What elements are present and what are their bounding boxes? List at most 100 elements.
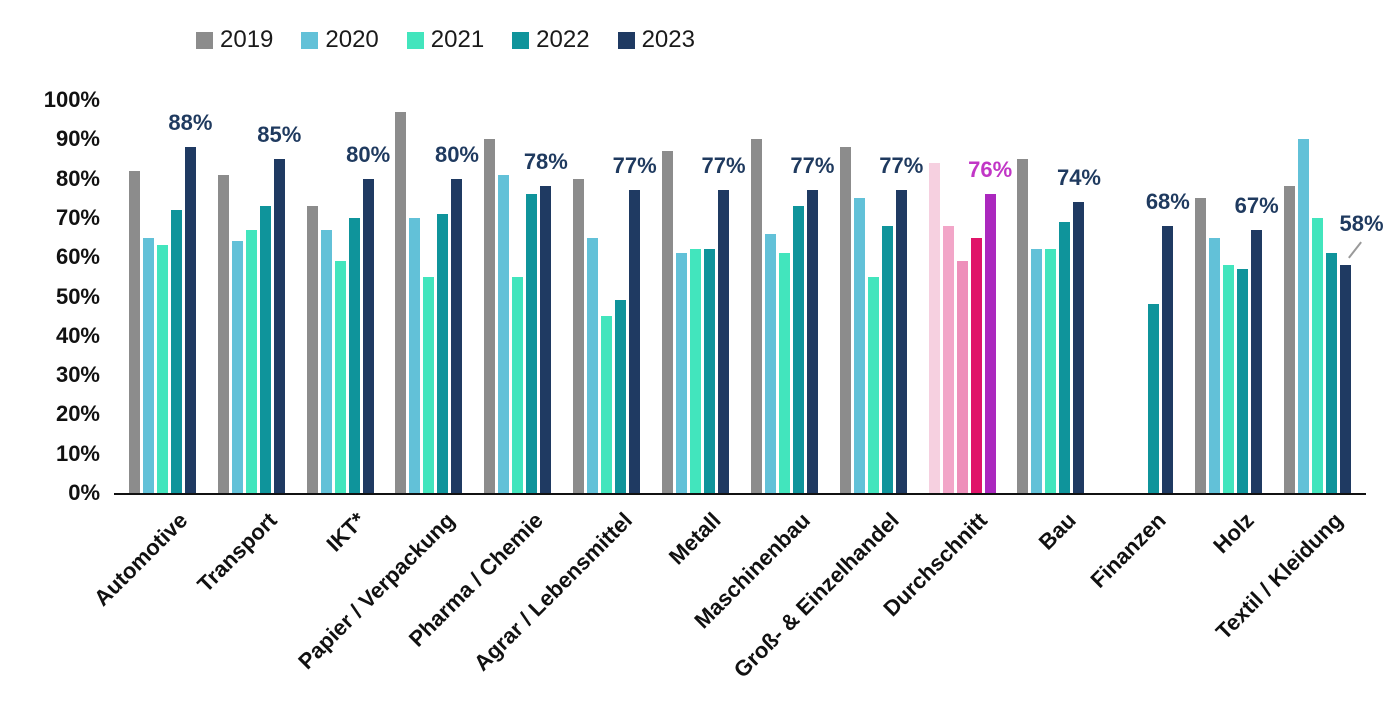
legend-label: 2022 [536,26,590,53]
bar-2020-gro-einzelhandel [853,198,865,493]
bar-2021-gro-einzelhandel [867,276,879,493]
legend-label: 2021 [430,26,485,53]
bar-2023-maschinenbau [806,190,818,493]
legend-label: 2020 [325,26,379,53]
value-label-gro-einzelhandel: 77% [879,153,924,179]
bar-2022-papier-verpackung [437,213,449,493]
bar-2023-ikt [362,178,374,493]
value-label-papier-verpackung: 80% [434,141,480,167]
bar-2023-transport [273,158,285,493]
bar-2020-metall [676,253,688,493]
bar-2019-textil-kleidung [1284,186,1296,493]
bar-2021-papier-verpackung [423,276,435,493]
bar-2019-papier-verpackung [395,111,407,493]
bar-2019-durchschnitt [928,162,940,493]
bar-2019-metall [662,151,674,493]
bar-row [473,139,562,493]
bar-2019-maschinenbau [750,139,762,493]
bar-row [385,111,474,493]
bar-group-automotive: 88% Automotive [89,100,212,611]
value-label-pharma-chemie: 78% [523,149,568,175]
bar-2021-automotive [156,245,168,493]
bar-2022-textil-kleidung [1326,253,1338,493]
bar-2022-gro-einzelhandel [881,225,893,493]
bar-2023-textil-kleidung [1340,265,1352,493]
x-axis-label-finanzen: Finanzen [1085,507,1171,593]
bar-2023-agrar-lebensmittel [629,190,641,493]
bar-2020-ikt [320,229,332,493]
bar-2020-pharma-chemie [498,174,510,493]
bar-row [296,178,385,493]
bar-row [651,151,740,493]
bar-2021-bau [1045,249,1057,493]
bar-2021-holz [1223,265,1235,493]
bar-group-durchschnitt: 76% Durchschnitt [879,100,1012,621]
bar-2020-bau [1031,249,1043,493]
bar-2020-papier-verpackung [409,217,421,493]
bar-2022-holz [1237,269,1249,493]
bar-group-papier-verpackung: 80% Papier / Verpackung [293,100,479,674]
bar-2021-ikt [334,261,346,493]
bar-2022-finanzen [1148,304,1160,493]
value-label-automotive: 88% [168,110,213,136]
bar-2023-papier-verpackung [451,178,463,493]
legend-item-2019: 2019 [196,28,273,52]
bar-2023-pharma-chemie [540,186,552,493]
bar-2019-pharma-chemie [484,139,496,493]
bar-group-agrar-lebensmittel: 77% Agrar / Lebensmittel [469,100,657,676]
bar-2021-textil-kleidung [1312,217,1324,493]
legend-item-2020: 2020 [301,26,379,53]
value-label-agrar-lebensmittel: 77% [612,153,657,179]
bar-group-maschinenbau: 77% Maschinenbau [689,100,834,633]
x-axis-label-holz: Holz [1208,507,1259,559]
bar-group-holz: 67% Holz [1184,100,1279,558]
value-label-bau: 74% [1056,165,1102,191]
bar-2019-automotive [128,170,140,493]
bar-2022-metall [704,249,716,493]
bar-row [1273,139,1362,493]
value-label-metall: 77% [701,153,746,179]
bar-2022-bau [1059,221,1071,493]
y-axis-tick: 50% [55,283,100,309]
value-label-finanzen: 68% [1145,188,1190,214]
bar-2020-automotive [142,237,154,493]
bar-row [1007,158,1096,493]
x-axis-label-papier-verpackung: Papier / Verpackung [292,507,460,674]
y-axis-tick: 70% [55,204,100,230]
y-axis-tick: 0% [68,480,100,505]
bar-group-ikt: 80% IKT* [296,100,390,556]
bar-2020-transport [231,241,243,493]
legend-swatch-icon [301,31,319,49]
legend-item-2021: 2021 [406,26,485,53]
bar-2023-finanzen [1162,225,1174,493]
y-axis-tick: 60% [55,244,100,270]
bar-2023-metall [718,190,730,493]
x-axis-label-bau: Bau [1034,507,1082,555]
bar-2023-holz [1251,229,1263,493]
bar-2019-gro-einzelhandel [839,147,851,493]
bar-2023-automotive [184,147,196,493]
x-axis-label-gro-einzelhandel: Groß- & Einzelhandel [728,507,904,683]
bar-group-textil-kleidung: 58% Textil / Kleidung [1211,100,1384,644]
bar-group-bau: 74% Bau [1007,100,1101,555]
x-axis-label-automotive: Automotive [89,507,193,611]
bar-group-metall: 77% Metall [651,100,746,569]
value-label-textil-kleidung: 58% [1339,211,1384,237]
legend-item-2022: 2022 [512,26,590,53]
legend-label: 2023 [641,26,695,53]
bar-2020-durchschnitt [942,225,954,493]
value-label-holz: 67% [1234,192,1279,218]
x-axis-label-agrar-lebensmittel: Agrar / Lebensmittel [468,507,637,676]
bar-2019-ikt [306,206,318,493]
bar-2023-durchschnitt [984,194,996,493]
bar-2021-pharma-chemie [512,276,524,493]
bar-2019-bau [1017,158,1029,493]
bar-2022-maschinenbau [792,206,804,493]
x-axis-label-transport: Transport [192,507,282,598]
bar-group-pharma-chemie: 78% Pharma / Chemie [404,100,568,651]
bar-2019-agrar-lebensmittel [573,178,585,493]
bar-2019-transport [217,174,229,493]
bar-2020-agrar-lebensmittel [587,237,599,493]
